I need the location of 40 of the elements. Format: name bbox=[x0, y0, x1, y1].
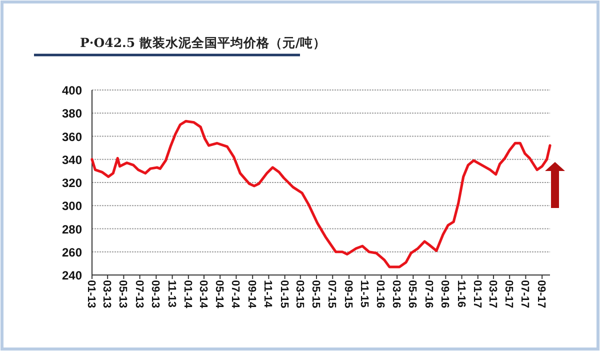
x-tick-label: 07-15 bbox=[326, 280, 338, 308]
x-tick-label: 01-15 bbox=[278, 280, 290, 308]
x-tick-label: 05-15 bbox=[310, 280, 322, 308]
chart-title: P·O42.5 散装水泥全国平均价格（元/吨） bbox=[80, 35, 326, 50]
x-tick-label: 03-15 bbox=[293, 280, 306, 308]
x-tick-label: 09-14 bbox=[246, 280, 258, 310]
x-tick-label: 03-16 bbox=[390, 280, 402, 308]
x-tick-label: 09-15 bbox=[342, 280, 354, 308]
x-tick-label: 07-14 bbox=[229, 280, 242, 310]
x-tick-label: 03-17 bbox=[486, 280, 498, 308]
x-tick-label: 03-14 bbox=[196, 280, 209, 310]
x-tick-label: 05-17 bbox=[502, 280, 515, 308]
y-tick-label: 340 bbox=[62, 152, 82, 167]
x-tick-label: 09-17 bbox=[535, 280, 548, 308]
line-series bbox=[90, 120, 552, 268]
y-tick-label: 380 bbox=[62, 106, 82, 121]
x-tick-label: 11-14 bbox=[262, 280, 274, 308]
x-tick-label: 01-14 bbox=[181, 280, 194, 310]
x-tick-label: 09-13 bbox=[149, 280, 162, 308]
x-tick-label: 11-16 bbox=[454, 280, 467, 308]
x-tick-label: 05-16 bbox=[406, 280, 418, 308]
x-tick-label: 07-13 bbox=[132, 280, 145, 308]
x-tick-label: 09-16 bbox=[438, 280, 451, 308]
x-tick-label: 01-17 bbox=[470, 280, 483, 308]
x-tick-label: 05-14 bbox=[213, 280, 226, 310]
y-tick-label: 300 bbox=[62, 199, 82, 214]
x-tick-label: 11-13 bbox=[165, 280, 178, 308]
y-tick-label: 320 bbox=[62, 176, 82, 190]
x-tick-label: 11-15 bbox=[358, 280, 370, 308]
y-tick-label: 280 bbox=[62, 222, 82, 236]
y-tick-label: 360 bbox=[62, 130, 82, 144]
x-tick-label: 01-16 bbox=[374, 280, 386, 308]
x-tick-label: 01-13 bbox=[85, 280, 97, 308]
y-tick-label: 260 bbox=[62, 245, 82, 260]
y-tick-label: 400 bbox=[62, 84, 82, 98]
x-tick-label: 03-13 bbox=[100, 280, 113, 308]
x-tick-label: 07-17 bbox=[518, 280, 531, 308]
x-tick-label: 05-13 bbox=[116, 280, 129, 308]
x-tick-label: 07-16 bbox=[422, 280, 434, 308]
y-tick-label: 240 bbox=[62, 268, 82, 282]
